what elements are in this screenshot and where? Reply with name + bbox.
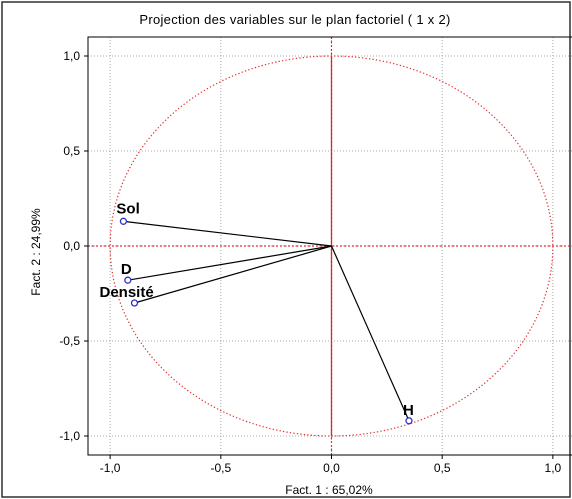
- x-tick-label: -0,5: [210, 461, 231, 475]
- y-tick-label: 1,0: [63, 49, 80, 63]
- vector-line: [330, 245, 410, 422]
- y-axis-label: Fact. 2 : 24,99%: [29, 208, 43, 296]
- axes-layer: -1,0 -0,5 0,0 0,5 1,0 1,0 0,5 0,0 -0,5 -1,0: [59, 36, 572, 475]
- x-tick-label: -1,0: [100, 461, 121, 475]
- correlation-circle-layer: [109, 55, 554, 437]
- point-label: D: [121, 261, 132, 278]
- data-point: [119, 217, 128, 225]
- y-tick-label: 0,5: [63, 144, 80, 158]
- vectors-layer: [123, 220, 410, 422]
- point-label: H: [403, 402, 414, 419]
- y-tick-label: -0,5: [59, 334, 80, 348]
- point-label: Densité: [99, 284, 153, 301]
- vector-line: [134, 245, 332, 304]
- correlation-circle: [109, 55, 554, 437]
- x-axis-label: Fact. 1 : 65,02%: [285, 483, 373, 497]
- x-tick-label: 0,0: [323, 461, 340, 475]
- data-point: [124, 276, 132, 284]
- chart-title: Projection des variables sur le plan fac…: [139, 12, 450, 27]
- x-tick-label: 1,0: [545, 461, 562, 475]
- point-label: Sol: [116, 200, 139, 217]
- vector-line: [123, 220, 332, 247]
- vector-line: [127, 245, 332, 281]
- data-point: [130, 299, 139, 307]
- x-tick-label: 0,5: [434, 461, 451, 475]
- data-point: [405, 417, 413, 425]
- y-tick-label: 0,0: [63, 239, 80, 253]
- y-tick-label: -1,0: [59, 429, 80, 443]
- points-layer: Sol D Densité H: [99, 200, 414, 425]
